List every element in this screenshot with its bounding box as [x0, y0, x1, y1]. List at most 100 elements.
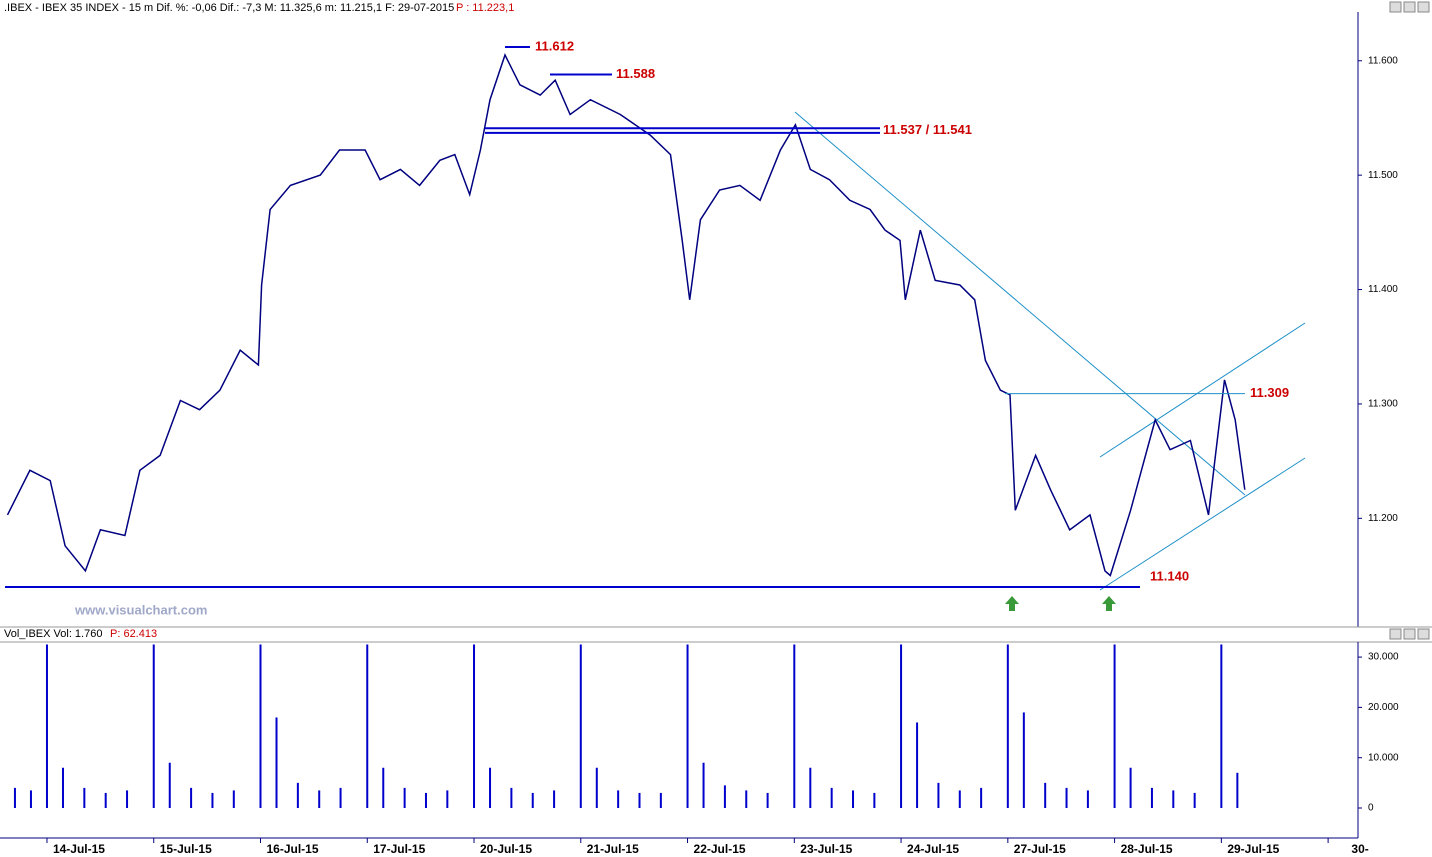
maximize-button[interactable] [1403, 1, 1416, 13]
x-tick-label: 24-Jul-15 [907, 842, 959, 856]
volume-bar [489, 767, 492, 809]
annotation-label: 11.140 [1150, 568, 1189, 583]
up-arrow [1102, 596, 1116, 611]
volume-bar [446, 790, 449, 809]
volume-bar [424, 792, 427, 809]
volume-bar [232, 790, 235, 809]
volume-header-value: P: 62.413 [110, 628, 157, 640]
volume-bar [366, 644, 369, 809]
volume-bar [809, 767, 812, 809]
x-tick-label: 22-Jul-15 [694, 842, 746, 856]
volume-bar [638, 792, 641, 809]
volume-bar [382, 767, 385, 809]
volume-bar [686, 644, 689, 809]
x-tick-label: 15-Jul-15 [160, 842, 212, 856]
volume-bar [1044, 782, 1047, 809]
volume-bar [1236, 772, 1239, 809]
volume-bar [510, 787, 513, 809]
x-tick-label: 17-Jul-15 [373, 842, 425, 856]
volume-header: Vol_IBEX Vol: 1.760 [4, 628, 102, 640]
close-button[interactable] [1417, 628, 1430, 640]
volume-bar [980, 787, 983, 809]
signal-arrows [1005, 596, 1116, 611]
x-tick-label: 21-Jul-15 [587, 842, 639, 856]
x-tick-label: 28-Jul-15 [1121, 842, 1173, 856]
price-header-value: P : 11.223,1 [456, 2, 514, 14]
trend-line [1099, 457, 1306, 591]
volume-bar [595, 767, 598, 809]
minimize-button[interactable] [1389, 628, 1402, 640]
volume-bar [1150, 787, 1153, 809]
volume-bar [126, 790, 129, 809]
trend-line [794, 111, 1246, 496]
volume-bar [830, 787, 833, 809]
y-tick-label: 11.400 [1368, 284, 1398, 295]
volume-bar [1022, 712, 1025, 809]
close-button[interactable] [1417, 1, 1430, 13]
volume-bar [1065, 787, 1068, 809]
volume-bar [152, 644, 155, 809]
annotation-label: 11.537 / 11.541 [883, 122, 972, 137]
volume-bar [617, 790, 620, 809]
volume-bar [104, 792, 107, 809]
x-tick-label: 30- [1351, 842, 1368, 856]
volume-bar [190, 787, 193, 809]
volume-bar [45, 644, 48, 809]
x-tick-label: 20-Jul-15 [480, 842, 532, 856]
volume-bar [900, 644, 903, 809]
volume-bar [473, 644, 476, 809]
y-tick-label: 11.300 [1368, 399, 1398, 410]
volume-bar [745, 790, 748, 809]
volume-bar [873, 792, 876, 809]
volume-bar [766, 792, 769, 809]
price-line [6, 53, 1246, 577]
volume-bar [579, 644, 582, 809]
annotation-label: 11.309 [1250, 385, 1289, 400]
x-tick-label: 16-Jul-15 [266, 842, 318, 856]
y-tick-label: 20.000 [1368, 702, 1399, 713]
x-tick-label: 23-Jul-15 [800, 842, 852, 856]
volume-bar [1220, 644, 1223, 809]
volume-bar [339, 787, 342, 809]
volume-bar [403, 787, 406, 809]
volume-bar [723, 785, 726, 809]
y-tick-label: 30.000 [1368, 652, 1399, 663]
volume-bar [531, 792, 534, 809]
x-tick-label: 27-Jul-15 [1014, 842, 1066, 856]
y-tick-label: 10.000 [1368, 752, 1399, 763]
volume-bar [937, 782, 940, 809]
trend-lines [794, 111, 1306, 591]
volume-bar [1086, 790, 1089, 809]
volume-bar [916, 722, 919, 809]
volume-bar [1006, 644, 1009, 809]
volume-bar [1193, 792, 1196, 809]
volume-bar [29, 790, 32, 809]
volume-bar [1129, 767, 1132, 809]
annotation-label: 11.588 [616, 66, 655, 81]
y-tick-label: 0 [1368, 803, 1374, 814]
volume-bar [318, 790, 321, 809]
watermark: www.visualchart.com [74, 602, 207, 617]
volume-bar [13, 787, 16, 809]
volume-bar [168, 762, 171, 809]
volume-bar [793, 644, 796, 809]
volume-bar [296, 782, 299, 809]
minimize-button[interactable] [1389, 1, 1402, 13]
window-buttons[interactable] [1389, 1, 1430, 640]
volume-bar [852, 790, 855, 809]
y-tick-label: 11.600 [1368, 55, 1398, 66]
volume-bar [553, 790, 556, 809]
y-tick-label: 11.200 [1368, 513, 1398, 524]
volume-bar [958, 790, 961, 809]
up-arrow [1005, 596, 1019, 611]
volume-bar [659, 792, 662, 809]
volume-bar [61, 767, 64, 809]
volume-bar [702, 762, 705, 809]
maximize-button[interactable] [1403, 628, 1416, 640]
volume-bar [83, 787, 86, 809]
trend-line [1099, 322, 1306, 458]
annotation-label: 11.612 [535, 38, 574, 53]
x-tick-label: 14-Jul-15 [53, 842, 105, 856]
